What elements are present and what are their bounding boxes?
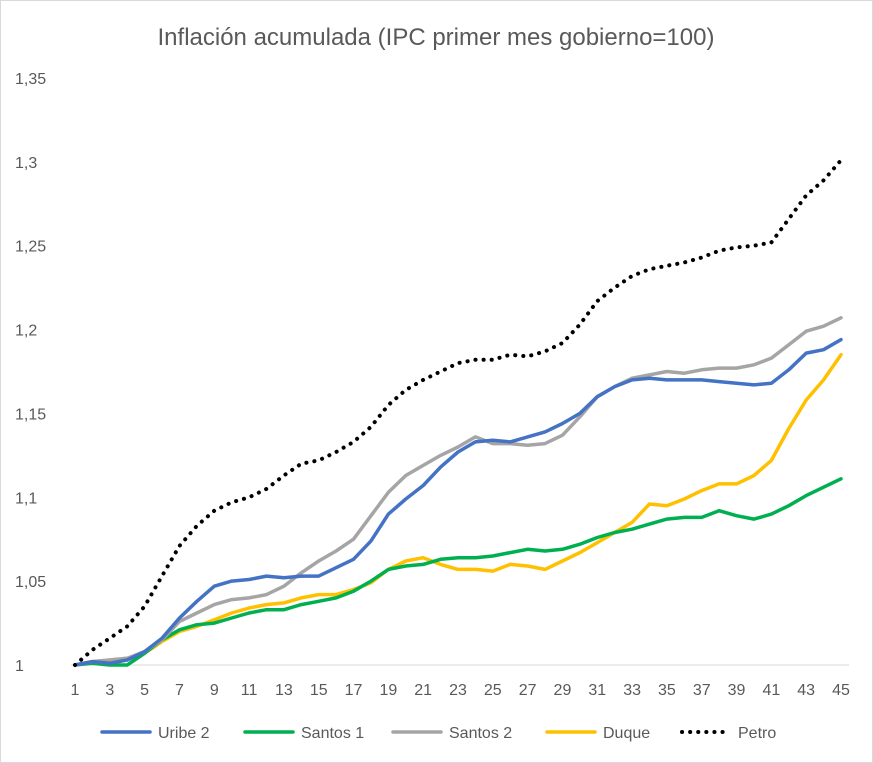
y-tick-label: 1 (15, 658, 24, 675)
x-tick-label: 7 (175, 682, 184, 699)
x-tick-label: 29 (554, 682, 572, 699)
x-tick-label: 41 (762, 682, 780, 699)
x-tick-label: 11 (241, 682, 258, 699)
series-line-duque (73, 352, 843, 667)
x-tick-label: 1 (71, 682, 80, 699)
series-line-santos-2 (73, 316, 843, 667)
legend-label: Santos 2 (449, 725, 512, 742)
legend-label: Santos 1 (301, 725, 364, 742)
y-axis-ticks: 1 1,05 1,1 1,15 1,2 1,25 1,3 1,35 (15, 71, 46, 675)
x-tick-label: 15 (310, 682, 328, 699)
legend: Uribe 2 Santos 1 Santos 2 Duque Petro (100, 725, 776, 742)
y-tick-label: 1,3 (15, 155, 37, 172)
x-tick-label: 21 (414, 682, 432, 699)
x-tick-label: 37 (693, 682, 711, 699)
legend-label: Petro (738, 725, 776, 742)
y-tick-label: 1,15 (15, 406, 46, 423)
series-line-uribe-2 (73, 337, 843, 667)
x-tick-label: 19 (379, 682, 397, 699)
x-tick-label: 43 (797, 682, 815, 699)
x-tick-label: 3 (105, 682, 114, 699)
x-tick-label: 45 (832, 682, 850, 699)
x-tick-label: 27 (519, 682, 537, 699)
x-tick-label: 5 (140, 682, 149, 699)
series-lines (73, 158, 843, 667)
legend-label: Duque (603, 725, 650, 742)
x-tick-label: 23 (449, 682, 467, 699)
chart-title: Inflación acumulada (IPC primer mes gobi… (158, 24, 715, 51)
x-tick-label: 9 (210, 682, 219, 699)
y-tick-label: 1,05 (15, 574, 46, 591)
x-axis-ticks: 1 3 5 7 9 11 13 15 17 19 21 23 25 27 29 31 33 35 37 39 41 43 4… (71, 682, 850, 699)
series-line-petro (73, 158, 843, 667)
x-tick-label: 39 (728, 682, 746, 699)
x-tick-label: 25 (484, 682, 502, 699)
y-tick-label: 1,25 (15, 239, 46, 256)
x-tick-label: 35 (658, 682, 676, 699)
legend-label: Uribe 2 (158, 725, 210, 742)
x-tick-label: 33 (623, 682, 641, 699)
y-tick-label: 1,1 (15, 490, 37, 507)
series-line-santos-1 (73, 477, 843, 667)
x-tick-label: 17 (345, 682, 363, 699)
x-tick-label: 13 (275, 682, 293, 699)
x-tick-label: 31 (588, 682, 606, 699)
y-tick-label: 1,35 (15, 71, 46, 88)
y-tick-label: 1,2 (15, 323, 37, 340)
